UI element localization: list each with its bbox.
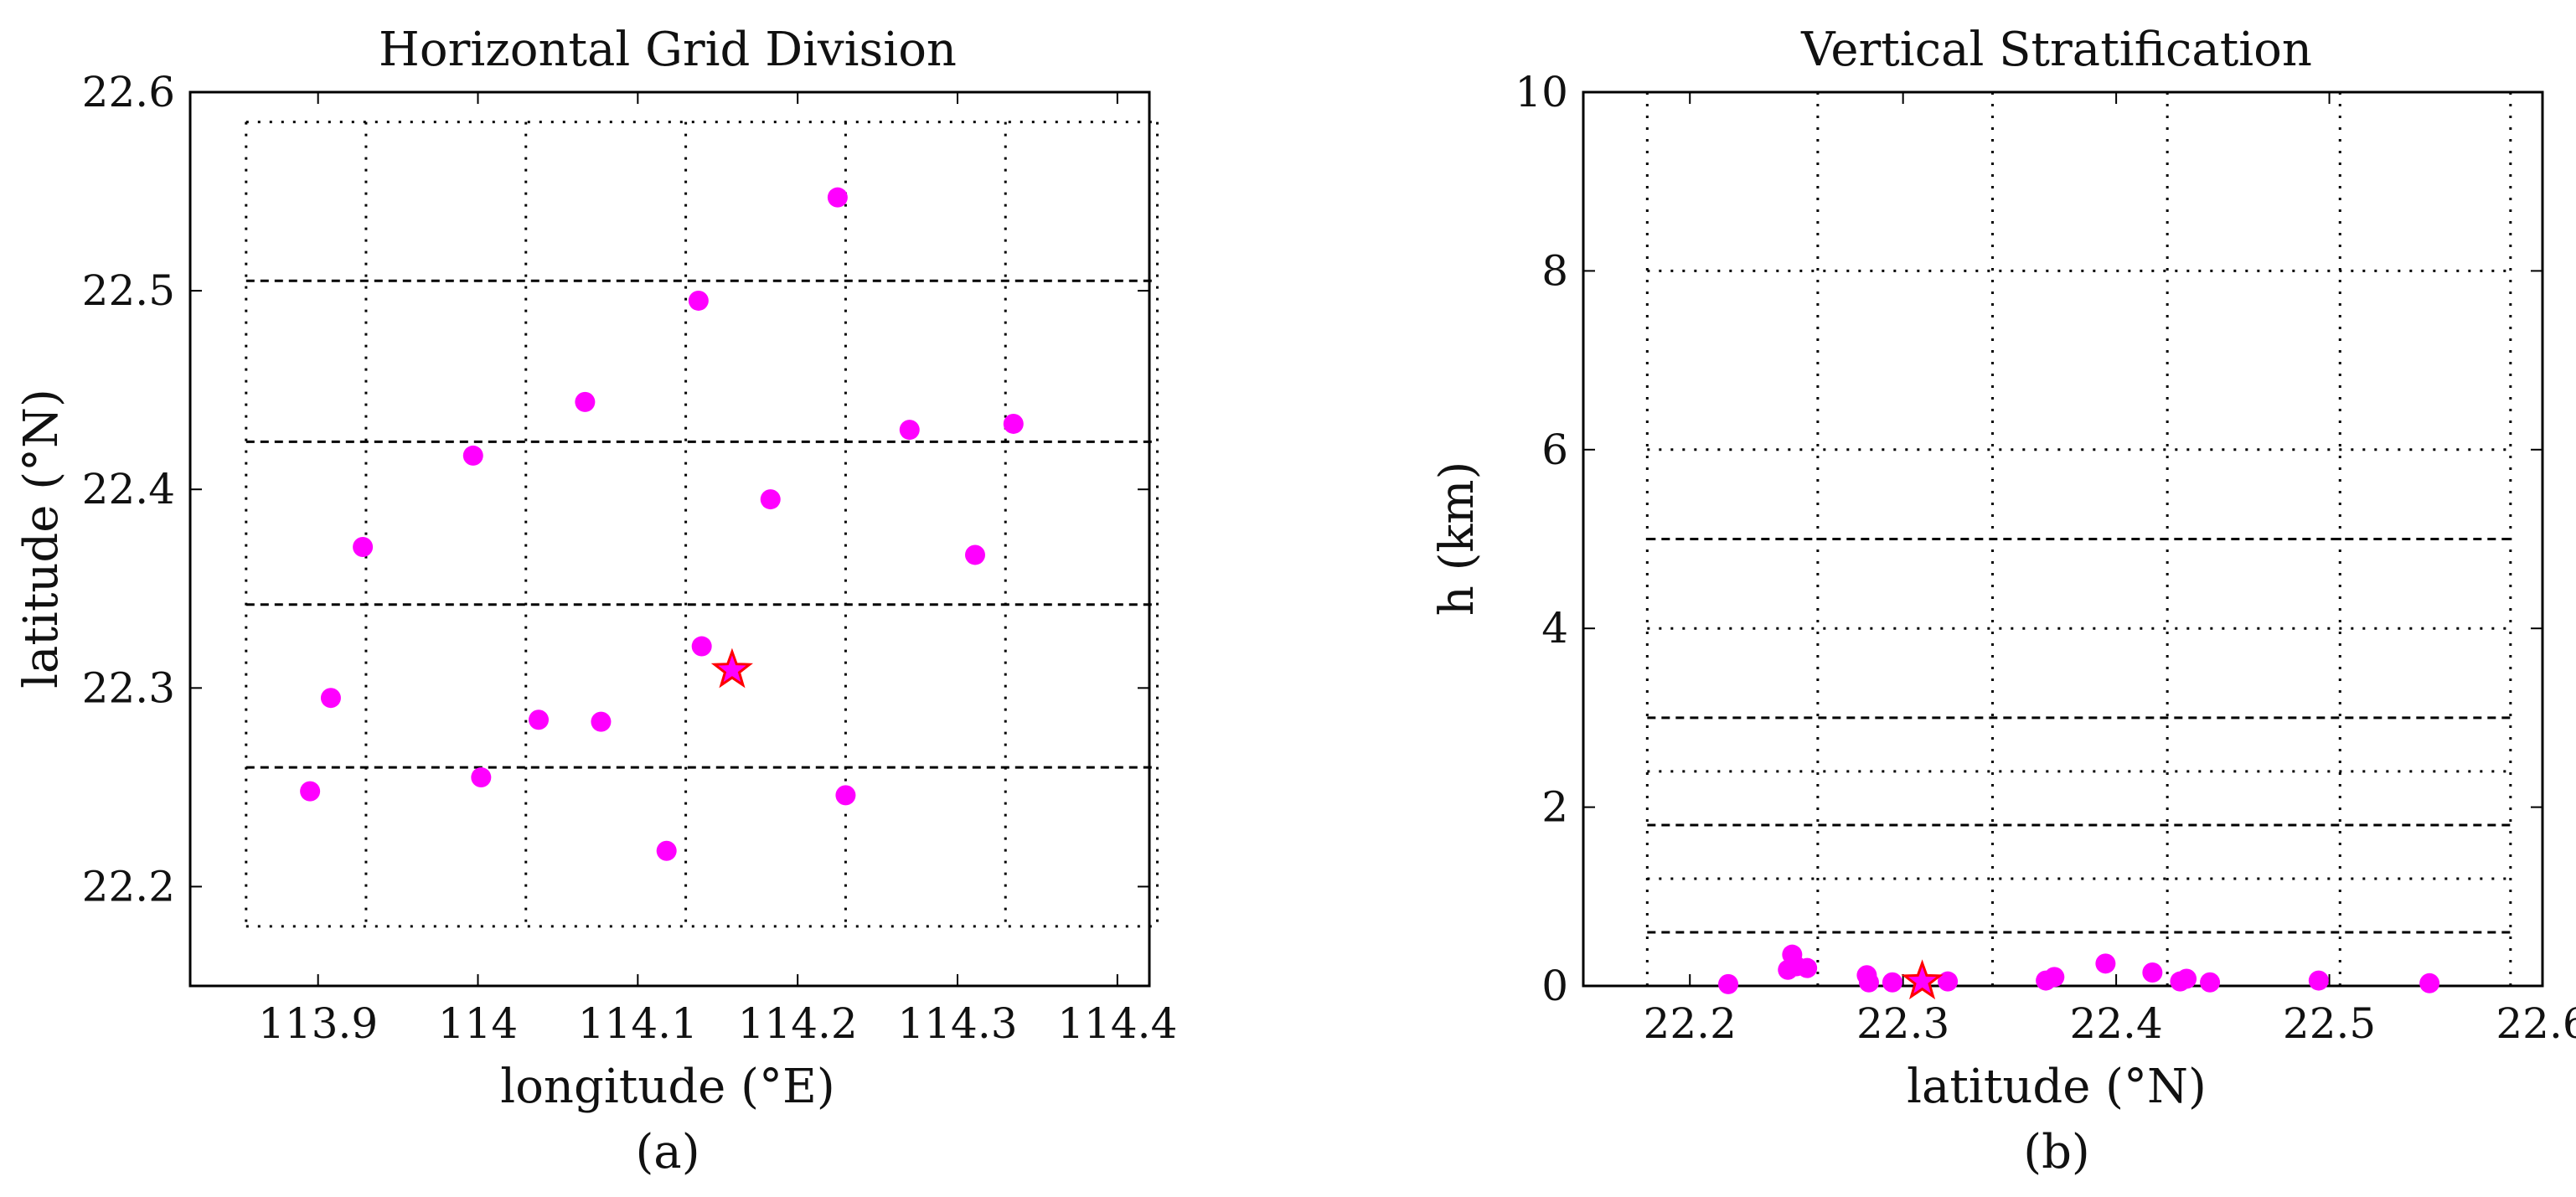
- pb-data-point: [2308, 970, 2329, 991]
- pb-data-point: [2176, 968, 2197, 989]
- pa-ytick-label: 22.2: [82, 862, 175, 911]
- pa-data-point: [462, 445, 483, 466]
- pa-data-point: [760, 489, 781, 510]
- pa-data-point: [964, 544, 985, 565]
- pa-ytick-label: 22.5: [82, 266, 175, 315]
- pa-data-point: [1003, 413, 1024, 434]
- pb-data-point: [2142, 962, 2163, 983]
- panel-a-points: [300, 187, 1024, 861]
- pb-data-point: [1858, 972, 1879, 993]
- pa-xtick-label: 114.1: [578, 999, 698, 1048]
- pa-data-point: [300, 781, 321, 802]
- panel-a-ticks: 113.9 114 114.1 114.2 114.3 114.4 22.2 22.3 22.4…: [82, 68, 1178, 1048]
- pa-data-point: [575, 391, 596, 412]
- pa-xtick-label: 114.2: [738, 999, 858, 1048]
- panel-a-axes-frame: [188, 90, 1151, 988]
- pb-data-point: [1938, 971, 1959, 992]
- panel-b-label: (b): [2023, 1125, 2090, 1179]
- pa-ytick-label: 22.3: [82, 663, 175, 712]
- pb-xtick-label: 22.6: [2496, 999, 2576, 1048]
- pb-ytick-label: 2: [1541, 783, 1568, 832]
- pb-xtick-label: 22.5: [2283, 999, 2376, 1048]
- pb-data-point: [2044, 967, 2065, 988]
- pa-ytick-label: 22.4: [82, 465, 175, 513]
- pb-ytick-label: 8: [1541, 246, 1568, 295]
- pa-data-point: [899, 420, 920, 441]
- panel-a: Horizontal Grid Division 113.9 114 114.1 11…: [14, 23, 1177, 1179]
- pa-xtick-label: 114: [438, 999, 518, 1048]
- pa-data-point: [529, 709, 550, 730]
- panel-a-ylabel: latitude (°N): [14, 389, 69, 689]
- pb-xtick-label: 22.4: [2069, 999, 2162, 1048]
- panel-b-axes-frame: [1582, 90, 2544, 988]
- pa-data-point: [656, 840, 677, 861]
- pa-xtick-label: 114.4: [1057, 999, 1177, 1048]
- panel-b: Vertical Stratification 22.2 22.3 22.4 22.5…: [1430, 23, 2576, 1179]
- pa-data-point: [688, 290, 709, 311]
- pa-data-point: [827, 187, 848, 208]
- panel-b-grid: [1645, 90, 2512, 986]
- pa-xtick-label: 114.3: [897, 999, 1017, 1048]
- pa-data-point: [691, 636, 712, 657]
- pa-data-point: [471, 767, 492, 788]
- pb-xtick-label: 22.3: [1856, 999, 1949, 1048]
- pb-ytick-label: 4: [1541, 604, 1568, 653]
- pb-data-point: [1882, 972, 1902, 993]
- pa-data-point: [835, 785, 856, 806]
- pb-data-point: [2419, 973, 2440, 993]
- pb-data-point: [2200, 972, 2221, 993]
- panel-b-xlabel: latitude (°N): [1907, 1060, 2207, 1114]
- pa-data-point: [320, 688, 341, 709]
- panel-a-label: (a): [635, 1125, 699, 1179]
- panel-a-title: Horizontal Grid Division: [379, 23, 957, 77]
- pb-xtick-label: 22.2: [1644, 999, 1737, 1048]
- panel-a-grid: [245, 121, 1159, 928]
- panel-b-ticks: 22.2 22.3 22.4 22.5 22.6 0 2 4 6 8 10: [1515, 68, 2576, 1048]
- pb-data-point: [1718, 973, 1739, 994]
- pb-data-point: [2095, 953, 2116, 974]
- pa-data-point: [353, 536, 374, 557]
- pb-ytick-label: 0: [1541, 962, 1568, 1010]
- panel-b-points: [1718, 944, 2440, 1000]
- panel-b-ylabel: h (km): [1430, 462, 1484, 617]
- pa-ytick-label: 22.6: [82, 68, 175, 116]
- pa-data-point: [591, 711, 612, 732]
- pb-data-point: [1797, 957, 1818, 978]
- pb-star-marker: [1901, 959, 1944, 1000]
- pb-ytick-label: 6: [1541, 426, 1568, 474]
- panel-b-title: Vertical Stratification: [1800, 23, 2312, 77]
- pa-star-marker: [710, 648, 753, 689]
- panel-a-xlabel: longitude (°E): [500, 1060, 834, 1114]
- pa-xtick-label: 113.9: [258, 999, 378, 1048]
- pb-ytick-label: 10: [1515, 68, 1568, 116]
